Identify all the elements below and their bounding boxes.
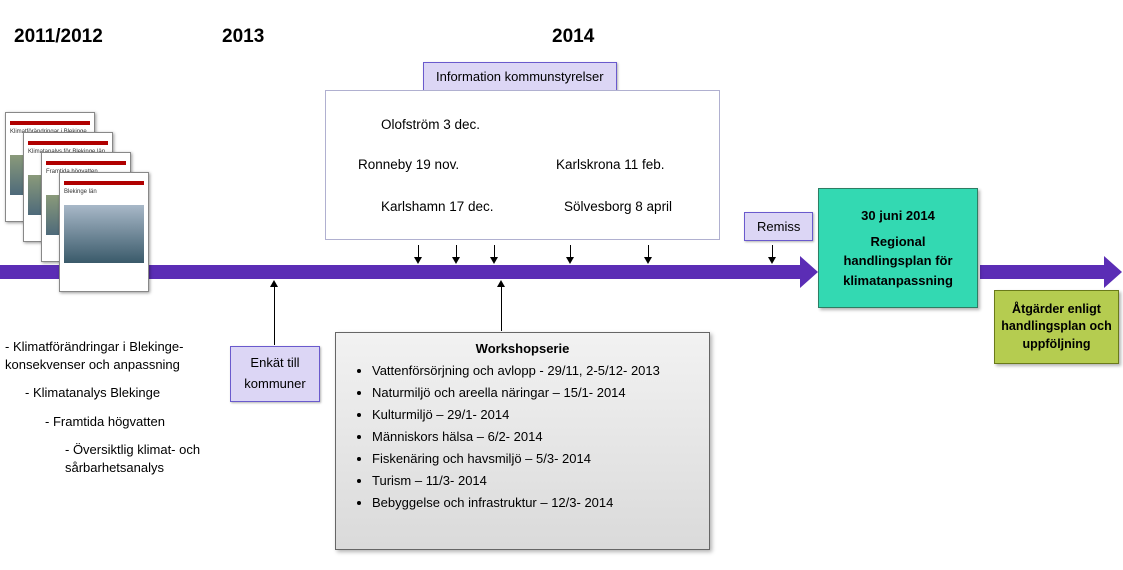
- doc-item-4: - Översiktlig klimat- och sårbarhetsanal…: [65, 441, 235, 477]
- report-stack: Klimatförändringar i Blekinge Klimatanal…: [5, 112, 165, 292]
- event-olofstrom: Olofström 3 dec.: [381, 117, 480, 132]
- report-4-title: Blekinge län: [64, 189, 97, 195]
- milestone-green: 30 juni 2014 Regional handlingsplan för …: [818, 188, 978, 308]
- event-ronneby: Ronneby 19 nov.: [358, 157, 459, 172]
- event-karlshamn: Karlshamn 17 dec.: [381, 199, 494, 214]
- milestone-date: 30 juni 2014: [829, 206, 967, 226]
- workshop-item-4: Människors hälsa – 6/2- 2014: [372, 429, 695, 444]
- workshop-item-2: Naturmiljö och areella näringar – 15/1- …: [372, 385, 695, 400]
- enkat-box: Enkät till kommuner: [230, 346, 320, 402]
- milestone-text: Regional handlingsplan för klimatanpassn…: [829, 232, 967, 291]
- info-events-box: Olofström 3 dec. Ronneby 19 nov. Karlskr…: [325, 90, 720, 240]
- followup-text: Åtgärder enligt handlingsplan och uppföl…: [1001, 301, 1112, 354]
- year-2013: 2013: [222, 26, 264, 48]
- workshop-title: Workshopserie: [350, 341, 695, 356]
- workshop-arrow: [501, 287, 502, 331]
- workshop-item-3: Kulturmiljö – 29/1- 2014: [372, 407, 695, 422]
- workshop-list: Vattenförsörjning och avlopp - 29/11, 2-…: [350, 363, 695, 510]
- enkat-arrow: [274, 287, 275, 345]
- event-solvesborg: Sölvesborg 8 april: [564, 199, 672, 214]
- event-karlskrona: Karlskrona 11 feb.: [556, 157, 665, 172]
- followup-olive: Åtgärder enligt handlingsplan och uppföl…: [994, 290, 1119, 364]
- doc-item-2: - Klimatanalys Blekinge: [25, 384, 235, 402]
- info-kommunstyrelser-label: Information kommunstyrelser: [423, 62, 617, 91]
- workshop-item-1: Vattenförsörjning och avlopp - 29/11, 2-…: [372, 363, 695, 378]
- workshop-item-5: Fiskenäring och havsmiljö – 5/3- 2014: [372, 451, 695, 466]
- doc-item-1: - Klimatförändringar i Blekinge- konsekv…: [5, 338, 235, 374]
- report-4: Blekinge län: [59, 172, 149, 292]
- year-2011-2012: 2011/2012: [14, 26, 103, 48]
- timeline-tail: [980, 265, 1104, 279]
- doc-item-3: - Framtida högvatten: [45, 413, 235, 431]
- remiss-box: Remiss: [744, 212, 813, 241]
- workshop-item-7: Bebyggelse och infrastruktur – 12/3- 201…: [372, 495, 695, 510]
- workshop-item-6: Turism – 11/3- 2014: [372, 473, 695, 488]
- workshop-box: Workshopserie Vattenförsörjning och avlo…: [335, 332, 710, 550]
- year-2014: 2014: [552, 26, 594, 48]
- document-list: - Klimatförändringar i Blekinge- konsekv…: [5, 338, 235, 487]
